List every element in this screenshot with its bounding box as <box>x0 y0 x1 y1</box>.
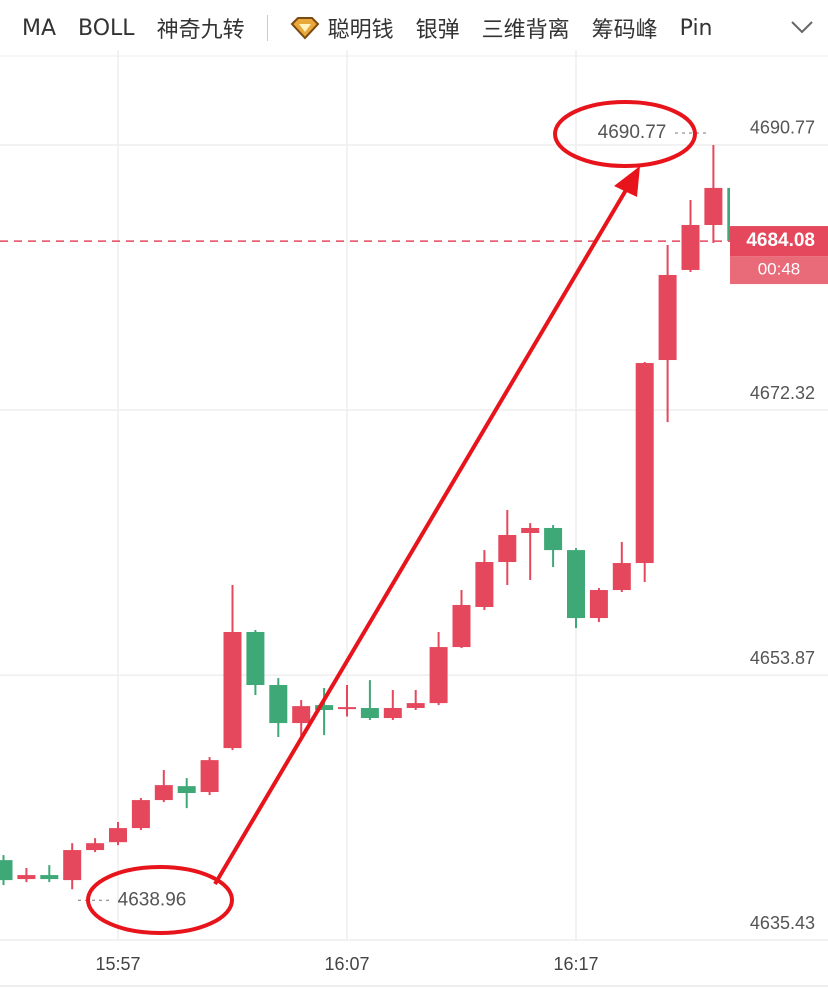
candle-body <box>521 527 540 533</box>
tab[interactable]: 三维背离 <box>481 18 570 43</box>
arrow-shaft <box>213 188 628 886</box>
y-tick-label: 4635.43 <box>750 913 815 933</box>
diamond-icon <box>290 17 319 40</box>
high-label: 4690.77 <box>598 122 667 143</box>
tab[interactable]: MA <box>22 15 57 41</box>
arrow-head <box>614 166 640 197</box>
y-tick-label: 4672.32 <box>750 383 815 403</box>
candle-body <box>200 760 219 793</box>
y-tick-label: 4690.77 <box>750 118 815 138</box>
candle-body <box>177 786 196 794</box>
x-tick-label: 15:57 <box>95 954 140 974</box>
candle-body <box>612 563 631 591</box>
candle-body <box>383 707 402 719</box>
tab[interactable]: BOLL <box>78 15 135 41</box>
candle-body <box>109 828 127 843</box>
candle-body <box>17 875 36 880</box>
candle-body <box>360 707 379 719</box>
separator <box>266 15 268 41</box>
tab[interactable]: 聪明钱 <box>327 18 394 43</box>
annotation-drawing <box>86 100 697 935</box>
indicator-toolbar: MA BOLL 神奇九转 聪明钱 银弹 三维背离 筹码峰 Pin <box>0 0 828 56</box>
candle-body <box>475 562 494 607</box>
candle-body <box>269 684 288 724</box>
tab[interactable]: 神奇九转 <box>156 18 245 43</box>
x-tick-label: 16:07 <box>324 954 369 974</box>
y-tick-label: 4653.87 <box>750 648 815 668</box>
candle-body <box>63 850 82 881</box>
candle-body <box>154 785 173 801</box>
x-tick-label: 16:17 <box>553 954 598 974</box>
last-price-label: 4684.08 <box>746 230 815 251</box>
candle-body <box>704 187 723 225</box>
candle-body <box>452 604 471 648</box>
candle-body <box>681 224 700 270</box>
highlight-ellipse <box>553 100 697 168</box>
tab[interactable]: Pin <box>679 15 713 41</box>
countdown: 00:48 <box>758 260 801 279</box>
candle-body <box>40 875 59 880</box>
candle-body <box>635 363 654 564</box>
candle-body <box>658 274 677 361</box>
tab[interactable]: 银弹 <box>415 18 460 43</box>
candle-body <box>292 706 311 724</box>
tab[interactable]: 筹码峰 <box>591 18 658 43</box>
candle-body <box>86 843 105 851</box>
candle-body <box>131 800 150 829</box>
candle-body <box>544 527 563 551</box>
candle-body <box>0 860 13 881</box>
price-tag-bg <box>730 226 828 257</box>
candle-body <box>338 707 356 710</box>
candle-body <box>567 550 585 619</box>
countdown-bg <box>730 256 828 285</box>
low-label: 4638.96 <box>118 889 187 910</box>
candle-body <box>498 535 517 563</box>
candle-body <box>315 705 334 710</box>
highlight-ellipse <box>86 865 234 935</box>
candle-body <box>429 647 448 704</box>
candle-body <box>246 631 265 685</box>
candle-body <box>727 187 730 242</box>
candle-body <box>589 590 608 619</box>
candle-body <box>406 703 425 708</box>
candle-body <box>223 631 242 749</box>
